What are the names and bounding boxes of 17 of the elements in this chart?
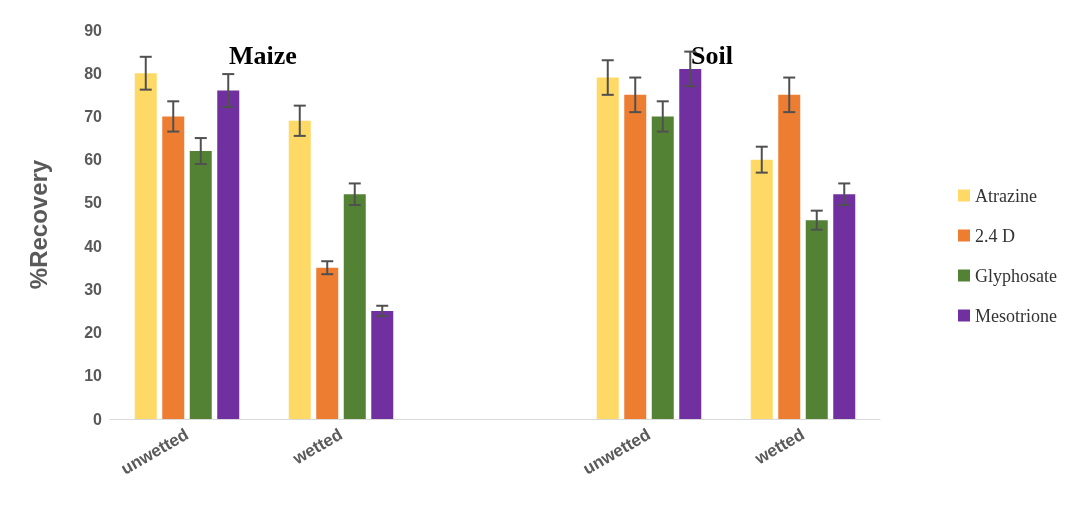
y-tick-label: 10 [84, 367, 103, 385]
legend-label: 2.4 D [975, 225, 1016, 246]
annotation: Maize [229, 40, 297, 70]
y-tick-label: 20 [84, 324, 103, 342]
y-tick-label: 70 [84, 107, 103, 125]
y-tick-label: 0 [93, 410, 103, 428]
y-tick-label: 50 [84, 194, 103, 212]
y-axis-title: %Recovery [24, 159, 52, 290]
y-tick-label: 80 [84, 64, 103, 82]
y-tick-label: 30 [84, 280, 103, 298]
y-tick-label: 90 [84, 21, 103, 39]
legend-label: Mesotrione [975, 305, 1058, 326]
legend-label: Glyphosate [975, 265, 1058, 286]
y-tick-label: 40 [84, 237, 103, 255]
annotation: Soil [691, 40, 733, 70]
legend-label: Atrazine [975, 185, 1037, 206]
y-tick-label: 60 [84, 151, 103, 169]
